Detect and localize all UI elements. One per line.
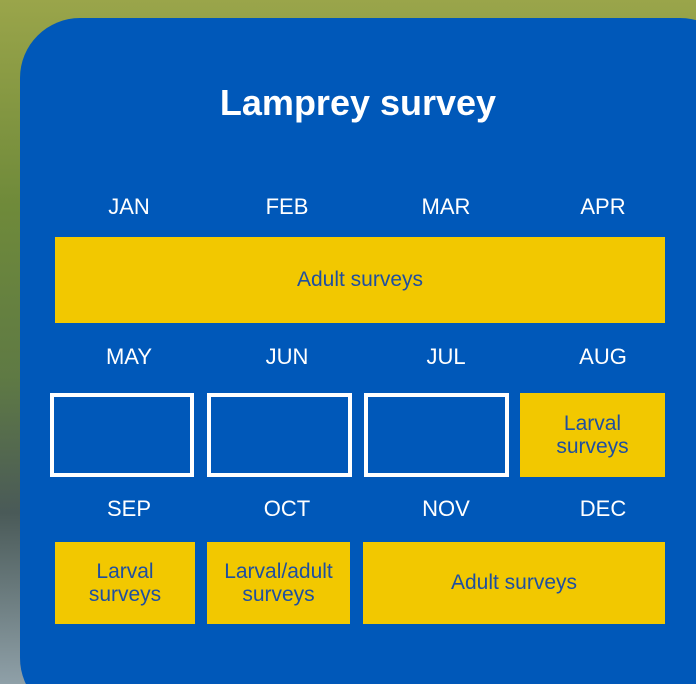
- month: MAY: [69, 344, 189, 370]
- month: DEC: [543, 496, 663, 522]
- survey-block: Larval surveys: [520, 393, 665, 477]
- page: Lamprey survey JAN FEB MAR APR Adult sur…: [0, 0, 696, 684]
- survey-block: Larval/adult surveys: [207, 542, 350, 624]
- title: Lamprey survey: [20, 82, 696, 124]
- month: FEB: [227, 194, 347, 220]
- month: MAR: [386, 194, 506, 220]
- empty-box: [207, 393, 352, 477]
- survey-block: Adult surveys: [363, 542, 665, 624]
- month: JUL: [386, 344, 506, 370]
- empty-box: [50, 393, 194, 477]
- survey-block: Larval surveys: [55, 542, 195, 624]
- month: AUG: [543, 344, 663, 370]
- month: APR: [543, 194, 663, 220]
- survey-block: Adult surveys: [55, 237, 665, 323]
- month: JAN: [69, 194, 189, 220]
- empty-box: [364, 393, 509, 477]
- month: NOV: [386, 496, 506, 522]
- month: JUN: [227, 344, 347, 370]
- month: SEP: [69, 496, 189, 522]
- month: OCT: [227, 496, 347, 522]
